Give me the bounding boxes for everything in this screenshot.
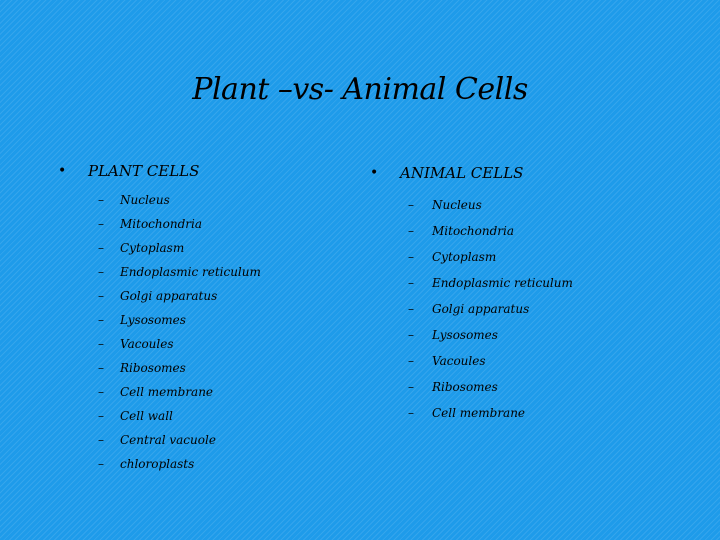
list-item-label: Lysosomes: [120, 313, 186, 327]
dash-icon: –: [98, 193, 104, 207]
list-item-label: Ribosomes: [120, 361, 186, 375]
animal-cells-list: – Nucleus – Mitochondria – Cytoplasm – Endop…: [370, 192, 573, 426]
dash-icon: –: [98, 313, 104, 327]
list-item-label: Mitochondria: [120, 217, 202, 231]
dash-icon: –: [98, 385, 104, 399]
list-item: – Endoplasmic reticulum: [370, 270, 573, 296]
dash-icon: –: [408, 302, 414, 316]
list-item: – Mitochondria: [58, 212, 261, 236]
list-item: – Cell membrane: [58, 380, 261, 404]
list-item-label: Vacoules: [432, 354, 486, 368]
plant-cells-column: • PLANT CELLS – Nucleus – Mitochondria – Cy…: [58, 160, 261, 476]
animal-cells-heading-label: ANIMAL CELLS: [400, 164, 524, 182]
list-item: – Endoplasmic reticulum: [58, 260, 261, 284]
dash-icon: –: [98, 361, 104, 375]
dash-icon: –: [408, 380, 414, 394]
list-item-label: Endoplasmic reticulum: [120, 265, 261, 279]
list-item: – Vacoules: [370, 348, 573, 374]
list-item: – Cell membrane: [370, 400, 573, 426]
list-item: – Central vacuole: [58, 428, 261, 452]
list-item-label: Cytoplasm: [120, 241, 185, 255]
dash-icon: –: [98, 433, 104, 447]
list-item-label: Nucleus: [432, 198, 482, 212]
plant-cells-heading: • PLANT CELLS: [58, 160, 261, 182]
list-item-label: Golgi apparatus: [120, 289, 218, 303]
dash-icon: –: [408, 406, 414, 420]
dash-icon: –: [408, 276, 414, 290]
list-item-label: Cell membrane: [432, 406, 526, 420]
list-item: – Golgi apparatus: [370, 296, 573, 322]
list-item: – chloroplasts: [58, 452, 261, 476]
dash-icon: –: [98, 457, 104, 471]
dash-icon: –: [408, 328, 414, 342]
dash-icon: –: [98, 241, 104, 255]
list-item-label: Mitochondria: [432, 224, 514, 238]
list-item-label: Cell membrane: [120, 385, 214, 399]
list-item: – Golgi apparatus: [58, 284, 261, 308]
animal-cells-heading: • ANIMAL CELLS: [370, 162, 573, 184]
list-item-label: Lysosomes: [432, 328, 498, 342]
list-item-label: Endoplasmic reticulum: [432, 276, 573, 290]
list-item-label: Vacoules: [120, 337, 174, 351]
bullet-icon: •: [58, 163, 67, 179]
list-item-label: Ribosomes: [432, 380, 498, 394]
list-item-label: Central vacuole: [120, 433, 216, 447]
plant-cells-list: – Nucleus – Mitochondria – Cytoplasm – Endop…: [58, 188, 261, 476]
animal-cells-column: • ANIMAL CELLS – Nucleus – Mitochondria – C…: [370, 162, 573, 426]
list-item: – Ribosomes: [370, 374, 573, 400]
list-item: – Cell wall: [58, 404, 261, 428]
bullet-icon: •: [370, 165, 379, 181]
list-item: – Cytoplasm: [370, 244, 573, 270]
plant-cells-heading-label: PLANT CELLS: [88, 162, 200, 180]
list-item-label: Nucleus: [120, 193, 170, 207]
list-item: – Lysosomes: [370, 322, 573, 348]
list-item: – Nucleus: [58, 188, 261, 212]
list-item-label: Cell wall: [120, 409, 173, 423]
list-item: – Cytoplasm: [58, 236, 261, 260]
list-item: – Lysosomes: [58, 308, 261, 332]
list-item-label: Golgi apparatus: [432, 302, 530, 316]
dash-icon: –: [408, 198, 414, 212]
dash-icon: –: [408, 250, 414, 264]
dash-icon: –: [408, 224, 414, 238]
list-item: – Vacoules: [58, 332, 261, 356]
slide-title: Plant –vs- Animal Cells: [192, 72, 528, 107]
list-item: – Mitochondria: [370, 218, 573, 244]
list-item: – Ribosomes: [58, 356, 261, 380]
dash-icon: –: [98, 337, 104, 351]
list-item-label: chloroplasts: [120, 457, 195, 471]
dash-icon: –: [98, 409, 104, 423]
dash-icon: –: [98, 217, 104, 231]
list-item: – Nucleus: [370, 192, 573, 218]
dash-icon: –: [98, 265, 104, 279]
dash-icon: –: [98, 289, 104, 303]
list-item-label: Cytoplasm: [432, 250, 497, 264]
dash-icon: –: [408, 354, 414, 368]
